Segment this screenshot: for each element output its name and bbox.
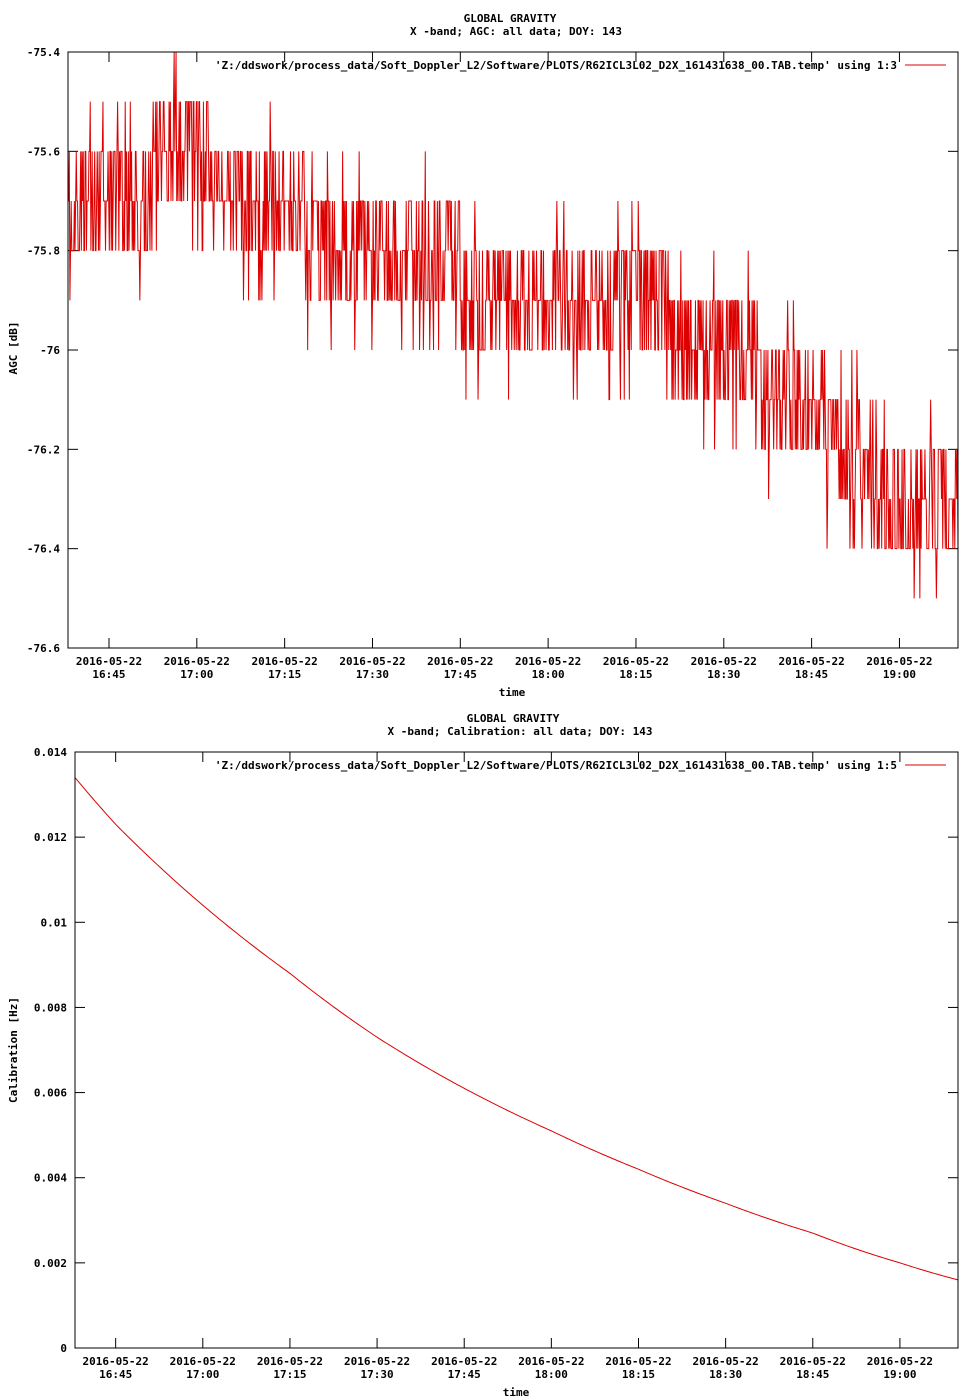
agc-x-axis-label: time [499,686,526,699]
agc-y-tick-label: -76.6 [27,642,60,655]
calibration-x-tick-time: 16:45 [99,1368,132,1381]
agc-y-tick-label: -76 [40,344,60,357]
calibration-x-tick-date: 2016-05-22 [83,1355,149,1368]
agc-x-tick-time: 18:15 [619,668,652,681]
calibration-chart: GLOBAL GRAVITY X -band; Calibration: all… [7,712,959,1399]
agc-y-axis-label: AGC [dB] [7,322,20,375]
agc-x-tick-time: 17:45 [444,668,477,681]
calibration-y-ticks: 0.014 0.012 0.01 0.008 0.006 0.004 0.002 0 [34,746,958,1355]
calibration-x-tick-time: 18:45 [796,1368,829,1381]
calibration-plot-area [74,777,959,1281]
agc-x-tick-time: 19:00 [883,668,916,681]
calibration-y-tick-label: 0.012 [34,831,67,844]
calibration-x-tick-date: 2016-05-22 [605,1355,671,1368]
calibration-x-tick-time: 17:45 [448,1368,481,1381]
calibration-x-tick-date: 2016-05-22 [693,1355,759,1368]
agc-x-tick-date: 2016-05-22 [691,655,757,668]
calibration-x-tick-date: 2016-05-22 [431,1355,497,1368]
agc-x-tick-time: 17:30 [356,668,389,681]
calibration-x-tick-time: 18:30 [709,1368,742,1381]
calibration-series-line [74,777,959,1281]
agc-x-tick-date: 2016-05-22 [339,655,405,668]
calibration-x-tick-date: 2016-05-22 [780,1355,846,1368]
calibration-x-tick-date: 2016-05-22 [344,1355,410,1368]
agc-x-tick-date: 2016-05-22 [603,655,669,668]
calibration-x-tick-time: 17:30 [361,1368,394,1381]
calibration-y-tick-label: 0.008 [34,1001,67,1014]
calibration-x-tick-date: 2016-05-22 [867,1355,933,1368]
agc-x-tick-date: 2016-05-22 [427,655,493,668]
agc-x-tick-date: 2016-05-22 [866,655,932,668]
calibration-chart-subtitle: X -band; Calibration: all data; DOY: 143 [388,725,653,738]
agc-x-tick-date: 2016-05-22 [779,655,845,668]
agc-x-ticks: 2016-05-2216:452016-05-2217:002016-05-22… [76,52,933,681]
agc-plot-area [68,51,959,599]
agc-x-tick-date: 2016-05-22 [515,655,581,668]
agc-x-tick-time: 17:15 [268,668,301,681]
agc-x-tick-date: 2016-05-22 [76,655,142,668]
agc-chart-subtitle: X -band; AGC: all data; DOY: 143 [410,25,622,38]
calibration-x-tick-time: 18:00 [535,1368,568,1381]
agc-legend-label: 'Z:/ddswork/process_data/Soft_Doppler_L2… [215,59,897,72]
calibration-y-tick-label: 0.014 [34,746,67,759]
agc-chart: GLOBAL GRAVITY X -band; AGC: all data; D… [7,12,959,699]
calibration-y-tick-label: 0.01 [41,916,68,929]
agc-x-tick-time: 18:00 [532,668,565,681]
calibration-x-tick-date: 2016-05-22 [170,1355,236,1368]
agc-x-tick-date: 2016-05-22 [164,655,230,668]
calibration-legend-label: 'Z:/ddswork/process_data/Soft_Doppler_L2… [215,759,897,772]
calibration-x-tick-date: 2016-05-22 [257,1355,323,1368]
agc-x-tick-time: 16:45 [92,668,125,681]
agc-y-tick-label: -75.8 [27,245,60,258]
agc-x-tick-time: 18:30 [707,668,740,681]
calibration-y-tick-label: 0.002 [34,1257,67,1270]
calibration-x-tick-time: 17:00 [186,1368,219,1381]
calibration-x-tick-time: 18:15 [622,1368,655,1381]
agc-y-tick-label: -76.4 [27,543,60,556]
calibration-y-tick-label: 0.004 [34,1172,67,1185]
calibration-y-tick-label: 0.006 [34,1087,67,1100]
agc-plot-frame [67,51,959,649]
calibration-x-ticks: 2016-05-2216:452016-05-2217:002016-05-22… [83,752,933,1381]
calibration-plot-frame [74,751,959,1349]
agc-y-tick-label: -75.4 [27,46,60,59]
calibration-chart-title: GLOBAL GRAVITY [467,712,560,725]
calibration-x-tick-time: 17:15 [273,1368,306,1381]
calibration-x-tick-time: 19:00 [883,1368,916,1381]
agc-y-ticks: -75.4 -75.6 -75.8 -76 -76.2 -76.4 -76.6 [27,46,958,655]
calibration-x-tick-date: 2016-05-22 [518,1355,584,1368]
calibration-x-axis-label: time [503,1386,530,1399]
agc-y-tick-label: -75.6 [27,145,60,158]
agc-x-tick-time: 17:00 [180,668,213,681]
agc-x-tick-time: 18:45 [795,668,828,681]
agc-x-tick-date: 2016-05-22 [252,655,318,668]
agc-series-line [68,51,959,599]
calibration-y-axis-label: Calibration [Hz] [7,997,20,1103]
agc-y-tick-label: -76.2 [27,443,60,456]
agc-chart-title: GLOBAL GRAVITY [464,12,557,25]
calibration-y-tick-label: 0 [60,1342,67,1355]
